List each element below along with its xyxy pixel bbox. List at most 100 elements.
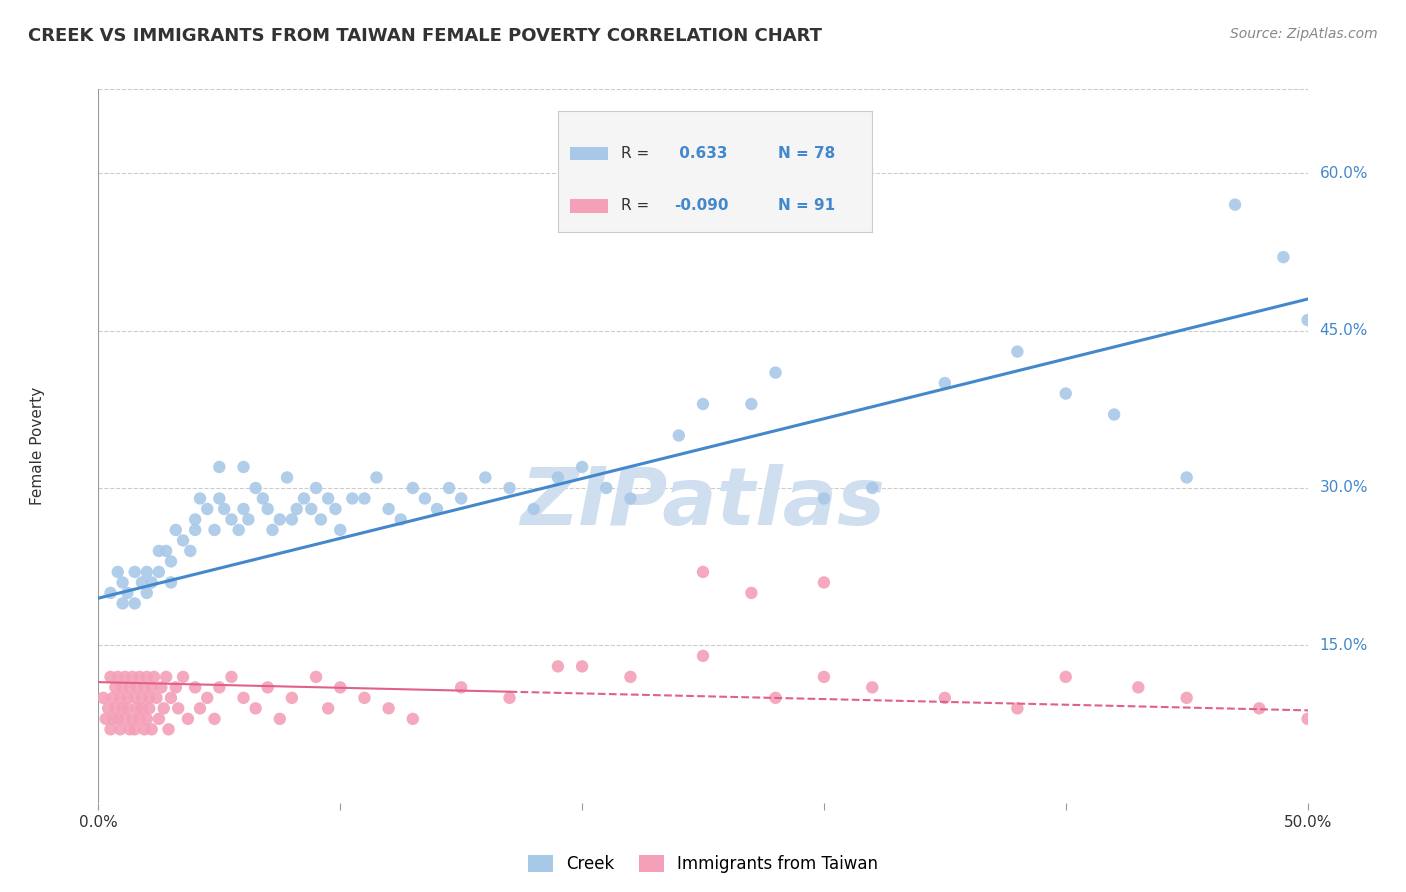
Point [221, 670, 243, 684]
Point [269, 512, 291, 526]
Point [256, 681, 278, 695]
Point [212, 502, 235, 516]
Point [135, 670, 157, 684]
Point [148, 565, 170, 579]
Point [107, 712, 129, 726]
Point [366, 470, 388, 484]
Point [124, 723, 146, 737]
Point [195, 690, 218, 705]
Point [135, 586, 157, 600]
Point [124, 690, 146, 705]
Point [91, 690, 114, 705]
Point [124, 565, 146, 579]
Point [145, 690, 167, 705]
Point [165, 681, 187, 695]
Point [100, 723, 122, 737]
Point [172, 533, 194, 548]
Point [111, 575, 134, 590]
Text: 45.0%: 45.0% [1320, 323, 1368, 338]
Point [353, 491, 375, 506]
Point [305, 481, 328, 495]
Point [1272, 250, 1295, 264]
Point [450, 491, 472, 506]
Point [402, 481, 425, 495]
Text: 60.0%: 60.0% [1320, 166, 1368, 181]
Point [571, 460, 593, 475]
Text: ZIPatlas: ZIPatlas [520, 464, 886, 542]
Point [148, 544, 170, 558]
Point [107, 565, 129, 579]
Bar [571, 200, 609, 212]
Point [141, 723, 163, 737]
Point [131, 690, 153, 705]
Legend: Creek, Immigrants from Taiwan: Creek, Immigrants from Taiwan [520, 848, 886, 880]
Point [184, 681, 207, 695]
Point [1054, 386, 1077, 401]
Point [188, 491, 211, 506]
Point [114, 670, 136, 684]
Point [121, 712, 143, 726]
Point [238, 512, 260, 526]
Point [117, 586, 139, 600]
Point [860, 481, 883, 495]
Point [141, 575, 163, 590]
Point [377, 502, 399, 516]
Point [232, 460, 254, 475]
Point [188, 701, 211, 715]
Text: N = 78: N = 78 [778, 145, 835, 161]
Text: N = 91: N = 91 [778, 198, 835, 212]
Point [281, 690, 304, 705]
Point [281, 512, 304, 526]
Point [128, 670, 150, 684]
Point [245, 701, 267, 715]
Point [100, 586, 122, 600]
Point [228, 523, 250, 537]
Point [134, 723, 156, 737]
Point [498, 481, 520, 495]
Point [184, 523, 207, 537]
Text: 30.0%: 30.0% [1320, 481, 1368, 495]
Point [208, 681, 231, 695]
Point [813, 491, 835, 506]
Point [167, 701, 190, 715]
Point [117, 690, 139, 705]
Point [165, 523, 187, 537]
Point [1054, 670, 1077, 684]
Point [143, 670, 166, 684]
Point [204, 523, 226, 537]
Text: Female Poverty: Female Poverty [31, 387, 45, 505]
Point [108, 723, 131, 737]
Point [160, 690, 183, 705]
Point [437, 481, 460, 495]
Bar [571, 147, 609, 161]
Point [402, 712, 425, 726]
Point [134, 681, 156, 695]
Point [1296, 712, 1319, 726]
Point [131, 575, 153, 590]
Point [121, 670, 143, 684]
Point [208, 460, 231, 475]
Point [285, 502, 308, 516]
Point [765, 690, 787, 705]
Point [195, 502, 218, 516]
Point [111, 596, 134, 610]
Point [619, 670, 641, 684]
Point [450, 681, 472, 695]
Point [309, 512, 332, 526]
Point [547, 659, 569, 673]
Point [413, 491, 436, 506]
Point [1175, 690, 1198, 705]
Point [305, 670, 328, 684]
Point [94, 712, 117, 726]
Point [292, 491, 315, 506]
Point [692, 397, 714, 411]
Point [1128, 681, 1150, 695]
Text: Source: ZipAtlas.com: Source: ZipAtlas.com [1230, 27, 1378, 41]
Point [547, 470, 569, 484]
Point [111, 681, 134, 695]
Point [692, 648, 714, 663]
Point [377, 701, 399, 715]
Point [107, 670, 129, 684]
Point [152, 701, 174, 715]
Point [138, 701, 160, 715]
